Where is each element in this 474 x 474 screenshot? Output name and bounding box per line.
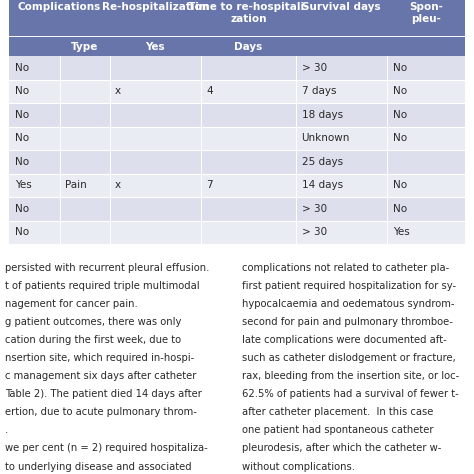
- Text: cation during the first week, due to: cation during the first week, due to: [5, 335, 181, 345]
- Text: 14 days: 14 days: [301, 181, 343, 191]
- Text: pleurodesis, after which the catheter w-: pleurodesis, after which the catheter w-: [242, 444, 441, 454]
- Text: 4: 4: [206, 86, 213, 96]
- Bar: [9, 103, 465, 127]
- Bar: [9, 80, 465, 103]
- Text: one patient had spontaneous catheter: one patient had spontaneous catheter: [242, 425, 433, 436]
- Text: No: No: [15, 228, 29, 237]
- Text: No: No: [392, 86, 407, 96]
- Text: ertion, due to acute pulmonary throm-: ertion, due to acute pulmonary throm-: [5, 407, 197, 417]
- Text: 7 days: 7 days: [301, 86, 336, 96]
- Text: g patient outcomes, there was only: g patient outcomes, there was only: [5, 317, 181, 327]
- Bar: [9, 173, 465, 197]
- Text: No: No: [15, 133, 29, 143]
- Text: No: No: [392, 63, 407, 73]
- Text: persisted with recurrent pleural effusion.: persisted with recurrent pleural effusio…: [5, 263, 209, 273]
- Text: > 30: > 30: [301, 228, 327, 237]
- Bar: [9, 127, 465, 150]
- Text: No: No: [15, 157, 29, 167]
- Text: hypocalcaemia and oedematous syndrom-: hypocalcaemia and oedematous syndrom-: [242, 299, 454, 309]
- Text: to underlying disease and associated: to underlying disease and associated: [5, 462, 191, 472]
- Text: Complications: Complications: [18, 2, 101, 12]
- Text: 62.5% of patients had a survival of fewer t-: 62.5% of patients had a survival of fewe…: [242, 389, 458, 399]
- Text: nagement for cancer pain.: nagement for cancer pain.: [5, 299, 137, 309]
- Text: No: No: [15, 86, 29, 96]
- Text: No: No: [392, 181, 407, 191]
- Bar: [9, 150, 465, 173]
- Bar: [9, 197, 465, 220]
- Text: Unknown: Unknown: [301, 133, 350, 143]
- Text: complications not related to catheter pla-: complications not related to catheter pl…: [242, 263, 449, 273]
- Text: Type: Type: [71, 42, 98, 52]
- Text: No: No: [15, 110, 29, 120]
- Text: Spon-
pleu-: Spon- pleu-: [409, 2, 443, 24]
- Text: Re-hospitalization: Re-hospitalization: [101, 2, 209, 12]
- Text: No: No: [15, 63, 29, 73]
- Text: Table 2). The patient died 14 days after: Table 2). The patient died 14 days after: [5, 389, 201, 399]
- Text: No: No: [392, 204, 407, 214]
- Text: x: x: [115, 181, 121, 191]
- Text: late complications were documented aft-: late complications were documented aft-: [242, 335, 447, 345]
- Text: rax, bleeding from the insertion site, or loc-: rax, bleeding from the insertion site, o…: [242, 371, 459, 381]
- Text: > 30: > 30: [301, 63, 327, 73]
- Text: such as catheter dislodgement or fracture,: such as catheter dislodgement or fractur…: [242, 353, 456, 363]
- Text: .: .: [5, 425, 8, 436]
- Text: > 30: > 30: [301, 204, 327, 214]
- Text: No: No: [15, 204, 29, 214]
- Text: 7: 7: [206, 181, 213, 191]
- Text: without complications.: without complications.: [242, 462, 355, 472]
- Text: Yes: Yes: [392, 228, 410, 237]
- Text: Days: Days: [234, 42, 263, 52]
- Text: Time to re-hospitali-
zation: Time to re-hospitali- zation: [188, 2, 309, 24]
- Text: t of patients required triple multimodal: t of patients required triple multimodal: [5, 281, 200, 291]
- Text: Yes: Yes: [15, 181, 32, 191]
- Text: No: No: [392, 133, 407, 143]
- Text: 25 days: 25 days: [301, 157, 343, 167]
- Text: nsertion site, which required in-hospi-: nsertion site, which required in-hospi-: [5, 353, 194, 363]
- Text: 18 days: 18 days: [301, 110, 343, 120]
- Text: second for pain and pulmonary thromboe-: second for pain and pulmonary thromboe-: [242, 317, 453, 327]
- Bar: [9, 0, 465, 56]
- Text: c management six days after catheter: c management six days after catheter: [5, 371, 196, 381]
- Text: Yes: Yes: [145, 42, 165, 52]
- Text: Survival days: Survival days: [302, 2, 381, 12]
- Bar: [9, 56, 465, 80]
- Bar: [9, 220, 465, 244]
- Text: first patient required hospitalization for sy-: first patient required hospitalization f…: [242, 281, 456, 291]
- Text: we per cent (n = 2) required hospitaliza-: we per cent (n = 2) required hospitaliza…: [5, 444, 208, 454]
- Text: after catheter placement.  In this case: after catheter placement. In this case: [242, 407, 433, 417]
- Text: No: No: [392, 110, 407, 120]
- Text: x: x: [115, 86, 121, 96]
- Text: Pain: Pain: [65, 181, 87, 191]
